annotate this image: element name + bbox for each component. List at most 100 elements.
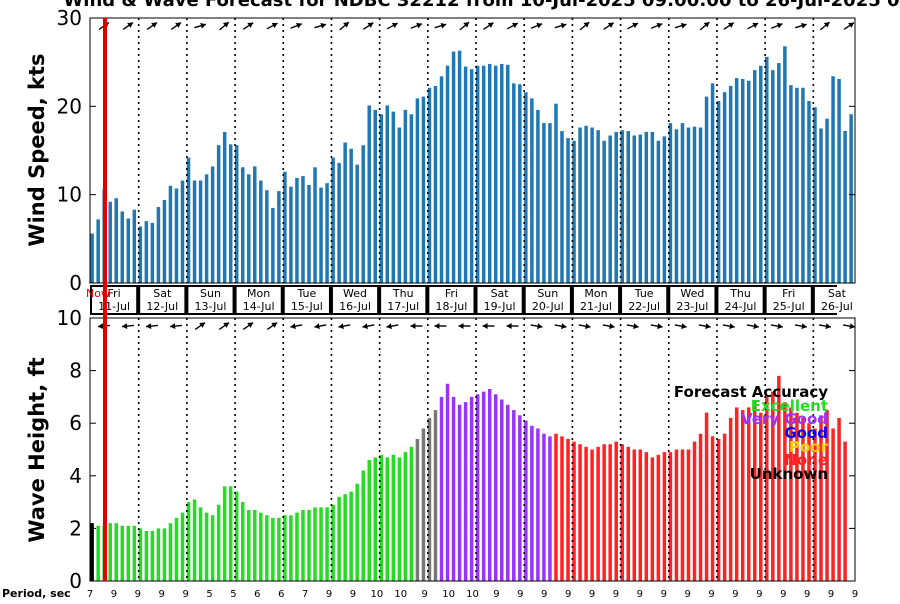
arrow-head <box>536 22 543 29</box>
period-value: 9 <box>637 589 643 600</box>
period-value: 6 <box>254 589 260 600</box>
legend-item-excellent: Excellent <box>751 397 828 415</box>
wave-bar <box>391 454 396 581</box>
wind-bar <box>560 131 564 283</box>
wave-bar <box>716 438 721 581</box>
period-value: 9 <box>182 589 188 600</box>
wind-bar <box>433 86 438 284</box>
wind-bar <box>451 51 456 283</box>
wind-bar <box>253 166 257 283</box>
wave-bar <box>777 375 781 581</box>
wave-bar <box>90 523 94 581</box>
wave-y-tick-label: 8 <box>69 359 82 383</box>
arrow-head <box>362 323 368 330</box>
wave-bar <box>343 494 347 581</box>
wave-bar <box>475 394 480 581</box>
wind-panel: 0 10 20 30 <box>57 6 856 295</box>
wind-plot-frame <box>89 17 856 284</box>
wind-bar <box>247 174 251 283</box>
wave-bar <box>385 457 390 581</box>
arrow-head <box>849 323 855 330</box>
wind-bar <box>662 136 667 283</box>
wind-bar <box>807 101 811 284</box>
arrow-head <box>127 22 133 28</box>
wave-bar <box>644 452 649 581</box>
wind-bar <box>584 125 588 284</box>
wave-bar <box>783 402 787 581</box>
date-cell-date: 16-Jul <box>339 300 371 313</box>
wave-bar <box>168 523 173 581</box>
date-cell-date: 19-Jul <box>484 300 516 313</box>
period-value: 9 <box>780 589 786 600</box>
wave-bar <box>500 399 504 581</box>
wave-direction-arrow <box>746 323 759 330</box>
wind-bar <box>789 85 793 283</box>
wind-bar <box>644 131 649 283</box>
date-cell-date: 12-Jul <box>146 300 178 313</box>
wind-bar <box>759 65 763 283</box>
arrow-head <box>151 22 157 28</box>
wave-bar <box>680 449 685 581</box>
wind-bar <box>728 86 733 284</box>
period-value: 6 <box>278 589 284 600</box>
wind-bar <box>548 123 552 283</box>
period-value: 9 <box>565 589 571 600</box>
arrow-head <box>434 323 440 329</box>
period-value: 9 <box>350 589 356 600</box>
date-cell <box>718 287 763 313</box>
wave-bar <box>180 512 185 581</box>
date-cell-dow: Tue <box>634 287 654 300</box>
period-row: 7 9 9 9 9 5 5 6 6 7 9 9 10 10 9 10 10 9 9 9 9 9 9 9 9 9 9 9 9 9 9 9 9 <box>87 589 858 600</box>
date-cell <box>573 287 619 313</box>
wave-bar <box>126 525 131 581</box>
wind-direction-arrow <box>170 21 182 31</box>
wave-bar <box>319 507 323 581</box>
wind-direction-arrow <box>122 21 134 31</box>
wave-bar <box>524 420 528 581</box>
wave-bar <box>361 470 365 581</box>
arrow-head <box>410 323 416 329</box>
wind-bar <box>463 66 468 283</box>
wave-bar <box>795 412 799 581</box>
arrow-head <box>482 323 488 329</box>
period-value: 10 <box>466 589 479 600</box>
wave-bar <box>253 509 257 581</box>
wave-direction-arrow <box>170 323 183 330</box>
date-cell <box>381 287 426 313</box>
arrow-head <box>122 323 128 330</box>
wave-bar <box>138 528 143 581</box>
wave-y-tick-label: 4 <box>69 464 82 488</box>
wave-bar <box>740 410 745 581</box>
wave-direction-arrow <box>842 323 856 330</box>
wave-direction-arrow <box>290 323 303 330</box>
arrow-head <box>170 323 176 330</box>
wind-direction-arrow <box>843 22 855 30</box>
arrow-head <box>560 22 567 29</box>
arrow-head <box>338 323 344 330</box>
wind-bar <box>427 87 432 284</box>
wave-bar <box>759 412 763 581</box>
period-value: 9 <box>517 589 523 600</box>
wind-bar <box>819 128 823 283</box>
period-value: 9 <box>493 589 499 600</box>
arrow-head <box>200 22 206 29</box>
wave-bar <box>771 391 775 581</box>
period-value: 9 <box>828 589 834 600</box>
wind-bar <box>771 70 775 283</box>
wind-direction-arrow <box>362 22 374 30</box>
wind-bar <box>590 127 594 284</box>
wind-bar <box>415 98 420 283</box>
wind-bar <box>295 177 299 283</box>
wind-direction-arrow <box>819 21 831 31</box>
arrow-head <box>391 22 398 29</box>
arrow-head <box>753 323 759 330</box>
wind-bar <box>698 127 703 284</box>
wave-bar <box>247 509 251 581</box>
wind-bar <box>150 222 155 283</box>
wave-bar <box>355 483 359 581</box>
date-cell-date: 25-Jul <box>773 300 805 313</box>
wind-bar <box>373 109 378 283</box>
wave-bar <box>313 507 317 581</box>
wave-bar <box>638 449 643 581</box>
wind-bar <box>114 198 118 283</box>
